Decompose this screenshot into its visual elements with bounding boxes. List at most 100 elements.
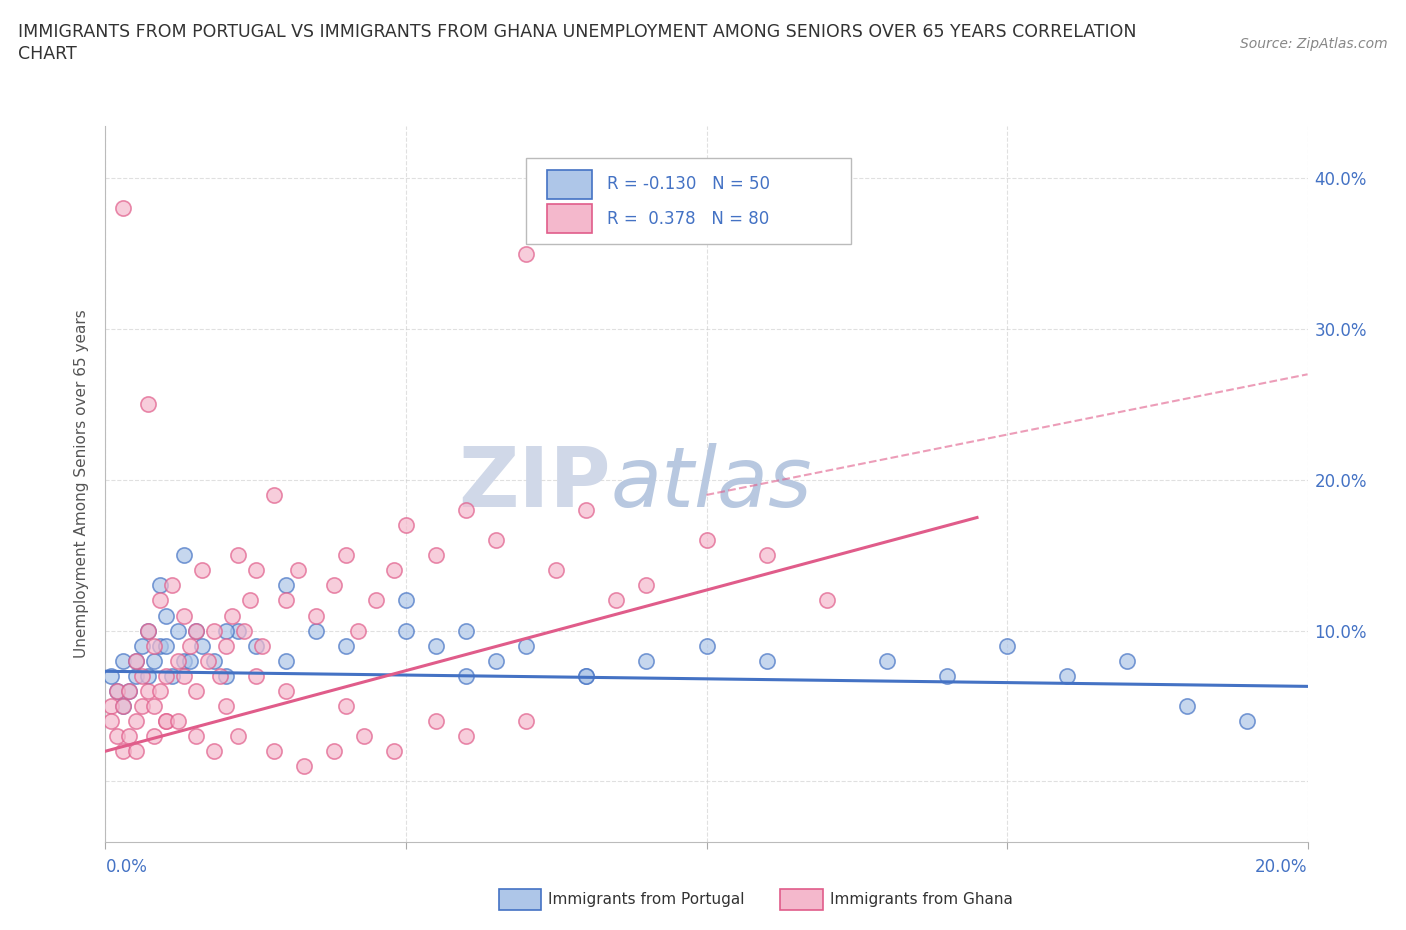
Point xyxy=(454,623,477,638)
Point xyxy=(160,578,183,592)
Point xyxy=(226,548,249,563)
Point xyxy=(112,201,135,216)
Point xyxy=(100,698,122,713)
Point xyxy=(287,563,309,578)
Point xyxy=(197,653,219,668)
Point xyxy=(136,669,159,684)
Point xyxy=(142,638,165,653)
Point xyxy=(515,246,537,261)
Point xyxy=(226,623,249,638)
Point xyxy=(173,653,195,668)
Point xyxy=(755,653,778,668)
Point xyxy=(173,608,195,623)
Point xyxy=(815,593,838,608)
Point xyxy=(118,729,141,744)
Point xyxy=(245,563,267,578)
Point xyxy=(184,684,207,698)
Point xyxy=(575,502,598,517)
Point xyxy=(395,593,418,608)
Point xyxy=(214,698,236,713)
Text: Immigrants from Portugal: Immigrants from Portugal xyxy=(548,892,745,907)
Point xyxy=(263,744,285,759)
Point xyxy=(239,593,262,608)
Y-axis label: Unemployment Among Seniors over 65 years: Unemployment Among Seniors over 65 years xyxy=(75,310,90,658)
Point xyxy=(605,593,627,608)
Point xyxy=(245,638,267,653)
Point xyxy=(173,548,195,563)
Point xyxy=(696,638,718,653)
Point xyxy=(335,698,357,713)
Point xyxy=(263,487,285,502)
Point xyxy=(305,623,328,638)
Point xyxy=(755,548,778,563)
FancyBboxPatch shape xyxy=(547,205,592,233)
Point xyxy=(335,638,357,653)
Point xyxy=(1116,653,1139,668)
Point xyxy=(155,608,177,623)
Point xyxy=(364,593,387,608)
Point xyxy=(214,623,236,638)
Point xyxy=(425,548,447,563)
Text: atlas: atlas xyxy=(610,443,813,525)
Text: 0.0%: 0.0% xyxy=(105,858,148,876)
Point xyxy=(148,638,170,653)
Point xyxy=(136,397,159,412)
Point xyxy=(136,623,159,638)
Point xyxy=(347,623,370,638)
Point xyxy=(1175,698,1198,713)
Point xyxy=(202,623,225,638)
Point xyxy=(142,698,165,713)
Point xyxy=(353,729,375,744)
Point xyxy=(190,638,212,653)
Point xyxy=(118,684,141,698)
Point xyxy=(166,623,188,638)
Point xyxy=(124,744,146,759)
Point xyxy=(100,713,122,728)
Point xyxy=(232,623,254,638)
Point xyxy=(184,623,207,638)
Point xyxy=(173,669,195,684)
Point xyxy=(292,759,315,774)
Point xyxy=(274,653,297,668)
Point xyxy=(107,729,129,744)
Point xyxy=(166,653,188,668)
Point xyxy=(136,684,159,698)
Text: Source: ZipAtlas.com: Source: ZipAtlas.com xyxy=(1240,37,1388,51)
Point xyxy=(636,578,658,592)
Point xyxy=(136,623,159,638)
Point xyxy=(245,669,267,684)
Point xyxy=(107,684,129,698)
Text: R = -0.130   N = 50: R = -0.130 N = 50 xyxy=(607,175,769,193)
Point xyxy=(936,669,959,684)
Point xyxy=(112,698,135,713)
Point xyxy=(274,684,297,698)
Text: CHART: CHART xyxy=(18,45,77,62)
Point xyxy=(155,638,177,653)
Point xyxy=(148,684,170,698)
Point xyxy=(425,713,447,728)
Point xyxy=(124,653,146,668)
Text: Immigrants from Ghana: Immigrants from Ghana xyxy=(830,892,1012,907)
Point xyxy=(395,623,418,638)
Point xyxy=(100,669,122,684)
Point xyxy=(166,713,188,728)
Point xyxy=(575,669,598,684)
Point xyxy=(454,729,477,744)
Point xyxy=(148,593,170,608)
Point xyxy=(322,578,344,592)
Point xyxy=(274,593,297,608)
Text: R =  0.378   N = 80: R = 0.378 N = 80 xyxy=(607,209,769,228)
Point xyxy=(107,684,129,698)
Point xyxy=(202,744,225,759)
Point xyxy=(155,669,177,684)
Point xyxy=(112,698,135,713)
Point xyxy=(160,669,183,684)
Point xyxy=(221,608,243,623)
Point xyxy=(179,638,201,653)
FancyBboxPatch shape xyxy=(526,158,851,244)
Point xyxy=(546,563,568,578)
Point xyxy=(124,713,146,728)
Point xyxy=(425,638,447,653)
FancyBboxPatch shape xyxy=(547,170,592,199)
Point xyxy=(995,638,1018,653)
